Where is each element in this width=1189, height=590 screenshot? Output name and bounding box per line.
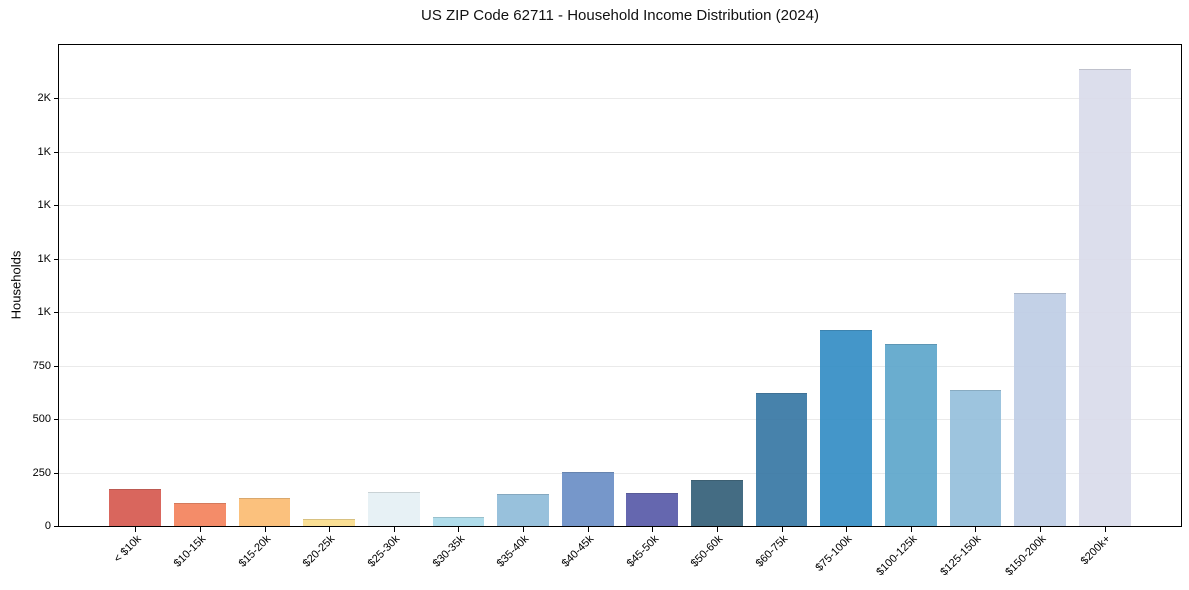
- x-tick-label: $100-125k: [874, 533, 920, 579]
- gridline: [59, 419, 1181, 421]
- bar-200k: [1078, 68, 1131, 526]
- x-tick-mark: [652, 527, 654, 532]
- x-tick-label: $40-45k: [559, 533, 597, 570]
- x-tick-mark: [264, 527, 266, 532]
- y-axis-title: Households: [8, 250, 24, 320]
- bar-slot: $10-15k: [168, 45, 233, 570]
- bar-50-60k: [691, 480, 743, 526]
- y-tick-label: 1K: [37, 306, 51, 319]
- x-tick-label: $75-100k: [813, 533, 855, 574]
- y-tick-label: 2K: [37, 92, 51, 105]
- x-tick-mark: [458, 527, 460, 532]
- x-tick-label: $15-20k: [236, 533, 274, 570]
- x-tick-label: $200k+: [1078, 533, 1114, 568]
- x-tick-mark: [846, 527, 848, 532]
- bar-45-50k: [626, 492, 679, 526]
- bar-slot: $30-35k: [426, 45, 491, 570]
- x-tick-mark: [393, 527, 395, 532]
- chart-title: US ZIP Code 62711 - Household Income Dis…: [421, 7, 819, 24]
- x-tick-label: $45-50k: [624, 533, 661, 570]
- x-tick-label: $125-150k: [938, 533, 984, 579]
- y-tick-mark: [54, 258, 59, 260]
- bar-slot: $50-60k: [685, 45, 750, 570]
- x-tick-label: $10-15k: [171, 533, 209, 570]
- x-tick-mark: [975, 527, 977, 532]
- x-tick-mark: [587, 527, 589, 532]
- y-tick-mark: [54, 98, 59, 100]
- x-tick-mark: [716, 527, 718, 532]
- gridline: [59, 365, 1181, 367]
- x-tick-mark: [523, 527, 525, 532]
- y-tick-label: 750: [32, 359, 51, 372]
- bar-35-40k: [497, 493, 549, 526]
- bar-100-125k: [884, 344, 937, 526]
- x-tick-label: $150-200k: [1003, 533, 1049, 579]
- y-tick-mark: [54, 472, 59, 474]
- y-tick-mark: [54, 205, 59, 207]
- y-tick-mark: [54, 151, 59, 153]
- bar-20-25k: [303, 518, 356, 526]
- x-tick-mark: [910, 527, 912, 532]
- bar-slot: $35-40k: [491, 45, 556, 570]
- bar-10-15k: [174, 502, 226, 526]
- y-tick-mark: [54, 365, 59, 367]
- bar-15-20k: [238, 498, 291, 526]
- x-tick-label: < $10k: [111, 533, 144, 566]
- bar-slot: $150-200k: [1003, 45, 1073, 578]
- y-tick-label: 250: [32, 466, 51, 479]
- x-tick-mark: [781, 527, 783, 532]
- x-tick-label: $20-25k: [301, 533, 338, 570]
- x-tick-label: $50-60k: [688, 533, 726, 570]
- bar-slot: $60-75k: [749, 45, 814, 570]
- gridline: [59, 151, 1181, 153]
- x-tick-label: $35-40k: [494, 533, 532, 570]
- x-tick-mark: [1040, 527, 1042, 532]
- y-tick-mark: [54, 419, 59, 421]
- gridline: [59, 312, 1181, 314]
- x-tick-mark: [1104, 527, 1106, 532]
- gridline: [59, 258, 1181, 260]
- bar-slot: $125-150k: [939, 45, 1008, 578]
- y-tick-label: 1K: [37, 252, 51, 265]
- bar-slot: $200k+: [1072, 45, 1137, 567]
- bar-slot: $100-125k: [874, 45, 944, 578]
- bar-slot: $25-30k: [362, 45, 427, 570]
- x-tick-label: $60-75k: [753, 533, 791, 570]
- bar-slot: $20-25k: [297, 45, 362, 570]
- y-tick-label: 1K: [37, 145, 51, 158]
- bar-slot: $45-50k: [620, 45, 685, 570]
- bar-slot: $75-100k: [814, 45, 879, 574]
- y-tick-label: 0: [44, 520, 51, 532]
- y-tick-mark: [54, 312, 59, 314]
- y-tick-label: 500: [32, 413, 51, 426]
- bar-slot: < $10k: [103, 45, 168, 565]
- x-tick-label: $25-30k: [365, 533, 403, 570]
- bar-slot: $40-45k: [555, 45, 620, 570]
- bar-25-30k: [367, 491, 420, 526]
- x-tick-mark: [329, 527, 331, 532]
- bar-150-200k: [1014, 292, 1066, 526]
- bar-40-45k: [561, 471, 614, 526]
- gridline: [59, 205, 1181, 207]
- bar-slot: $15-20k: [232, 45, 297, 570]
- x-tick-mark: [135, 527, 137, 532]
- bar-60-75k: [755, 393, 808, 526]
- x-tick-label: $30-35k: [430, 533, 467, 570]
- gridline: [59, 98, 1181, 100]
- bar-10k: [109, 488, 162, 526]
- bar-75-100k: [820, 330, 873, 526]
- bar-125-150k: [949, 390, 1002, 526]
- bars-row: < $10k $10-15k $15-20k $20-25k $25-30k $30-35…: [59, 45, 1181, 578]
- plot-area: 0 250 500 750 1K 1K 1K 1K 2K < $10k $10-15k $15-20…: [33, 44, 1182, 578]
- y-tick-mark: [54, 526, 59, 527]
- bar-30-35k: [432, 517, 485, 526]
- y-tick-label: 1K: [37, 199, 51, 212]
- x-tick-mark: [199, 527, 201, 532]
- gridline: [59, 472, 1181, 474]
